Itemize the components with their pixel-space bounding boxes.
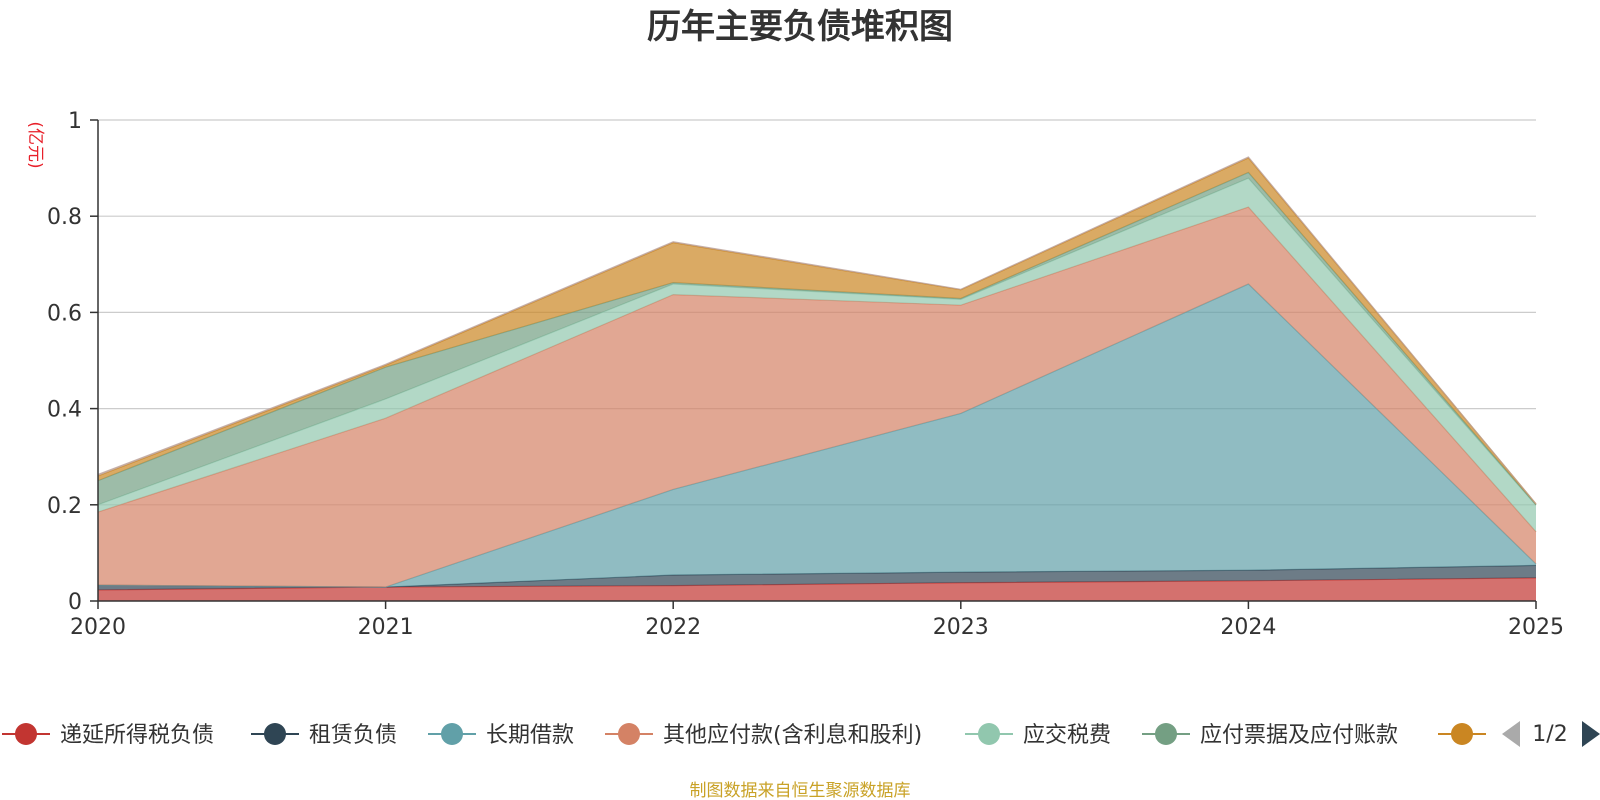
area-series-0 [98, 577, 1536, 601]
x-tick-label: 2025 [1508, 615, 1564, 640]
legend-page-indicator: 1/2 [1532, 722, 1567, 747]
y-tick-label: 0.8 [47, 205, 82, 230]
legend-prev-page-icon[interactable] [1502, 721, 1520, 747]
legend-label: 租赁负债 [309, 723, 397, 748]
legend-next-page-icon[interactable] [1582, 721, 1600, 747]
legend-pager: 1/2 [1502, 721, 1600, 747]
y-axis-ticks: 0 0.2 0.4 0.6 0.8 1 [47, 109, 98, 615]
legend-item[interactable]: 递延所得税负债 [2, 723, 214, 748]
y-axis-unit-label: (亿元) [25, 121, 45, 168]
x-tick-label: 2022 [645, 615, 701, 640]
x-tick-label: 2023 [933, 615, 989, 640]
legend-marker-icon [15, 723, 37, 745]
x-tick-label: 2021 [358, 615, 414, 640]
x-tick-label: 2020 [70, 615, 126, 640]
y-tick-label: 0.6 [47, 301, 82, 326]
legend-marker-icon [1451, 723, 1473, 745]
legend-label: 递延所得税负债 [60, 723, 214, 748]
axes [97, 120, 1536, 602]
y-tick-label: 0 [68, 590, 82, 615]
legend-marker-icon [618, 723, 640, 745]
legend-label: 应付票据及应付账款 [1200, 723, 1398, 748]
legend-label: 应交税费 [1023, 723, 1111, 748]
legend: 递延所得税负债 租赁负债 长期借款 其他应付款(含利息和股利) 应交税费 应付票据及应付账… [2, 723, 1486, 748]
data-source-note: 制图数据来自恒生聚源数据库 [690, 781, 911, 800]
legend-marker-icon [441, 723, 463, 745]
legend-item[interactable]: 长期借款 [428, 723, 574, 748]
area-series-2 [98, 284, 1536, 588]
legend-marker-icon [978, 723, 1000, 745]
legend-item[interactable]: 其他应付款(含利息和股利) [605, 723, 922, 748]
legend-label: 长期借款 [486, 723, 574, 748]
y-tick-label: 1 [68, 109, 82, 134]
x-axis-ticks: 2020 2021 2022 2023 2024 2025 [70, 601, 1564, 640]
legend-label: 其他应付款(含利息和股利) [663, 723, 922, 748]
legend-marker-icon [1155, 723, 1177, 745]
y-tick-label: 0.2 [47, 494, 82, 519]
legend-item[interactable] [1438, 723, 1486, 745]
area-series-3 [98, 207, 1536, 588]
x-tick-label: 2024 [1220, 615, 1276, 640]
area-series [97, 156, 1537, 601]
legend-item[interactable]: 应付票据及应付账款 [1142, 723, 1398, 748]
area-series-line-7 [97, 156, 1537, 505]
legend-marker-icon [264, 723, 286, 745]
legend-item[interactable]: 租赁负债 [251, 723, 397, 748]
area-series-1 [98, 565, 1536, 590]
legend-item[interactable]: 应交税费 [965, 723, 1111, 748]
y-tick-label: 0.4 [47, 398, 82, 423]
chart-title: 历年主要负债堆积图 [647, 7, 953, 47]
